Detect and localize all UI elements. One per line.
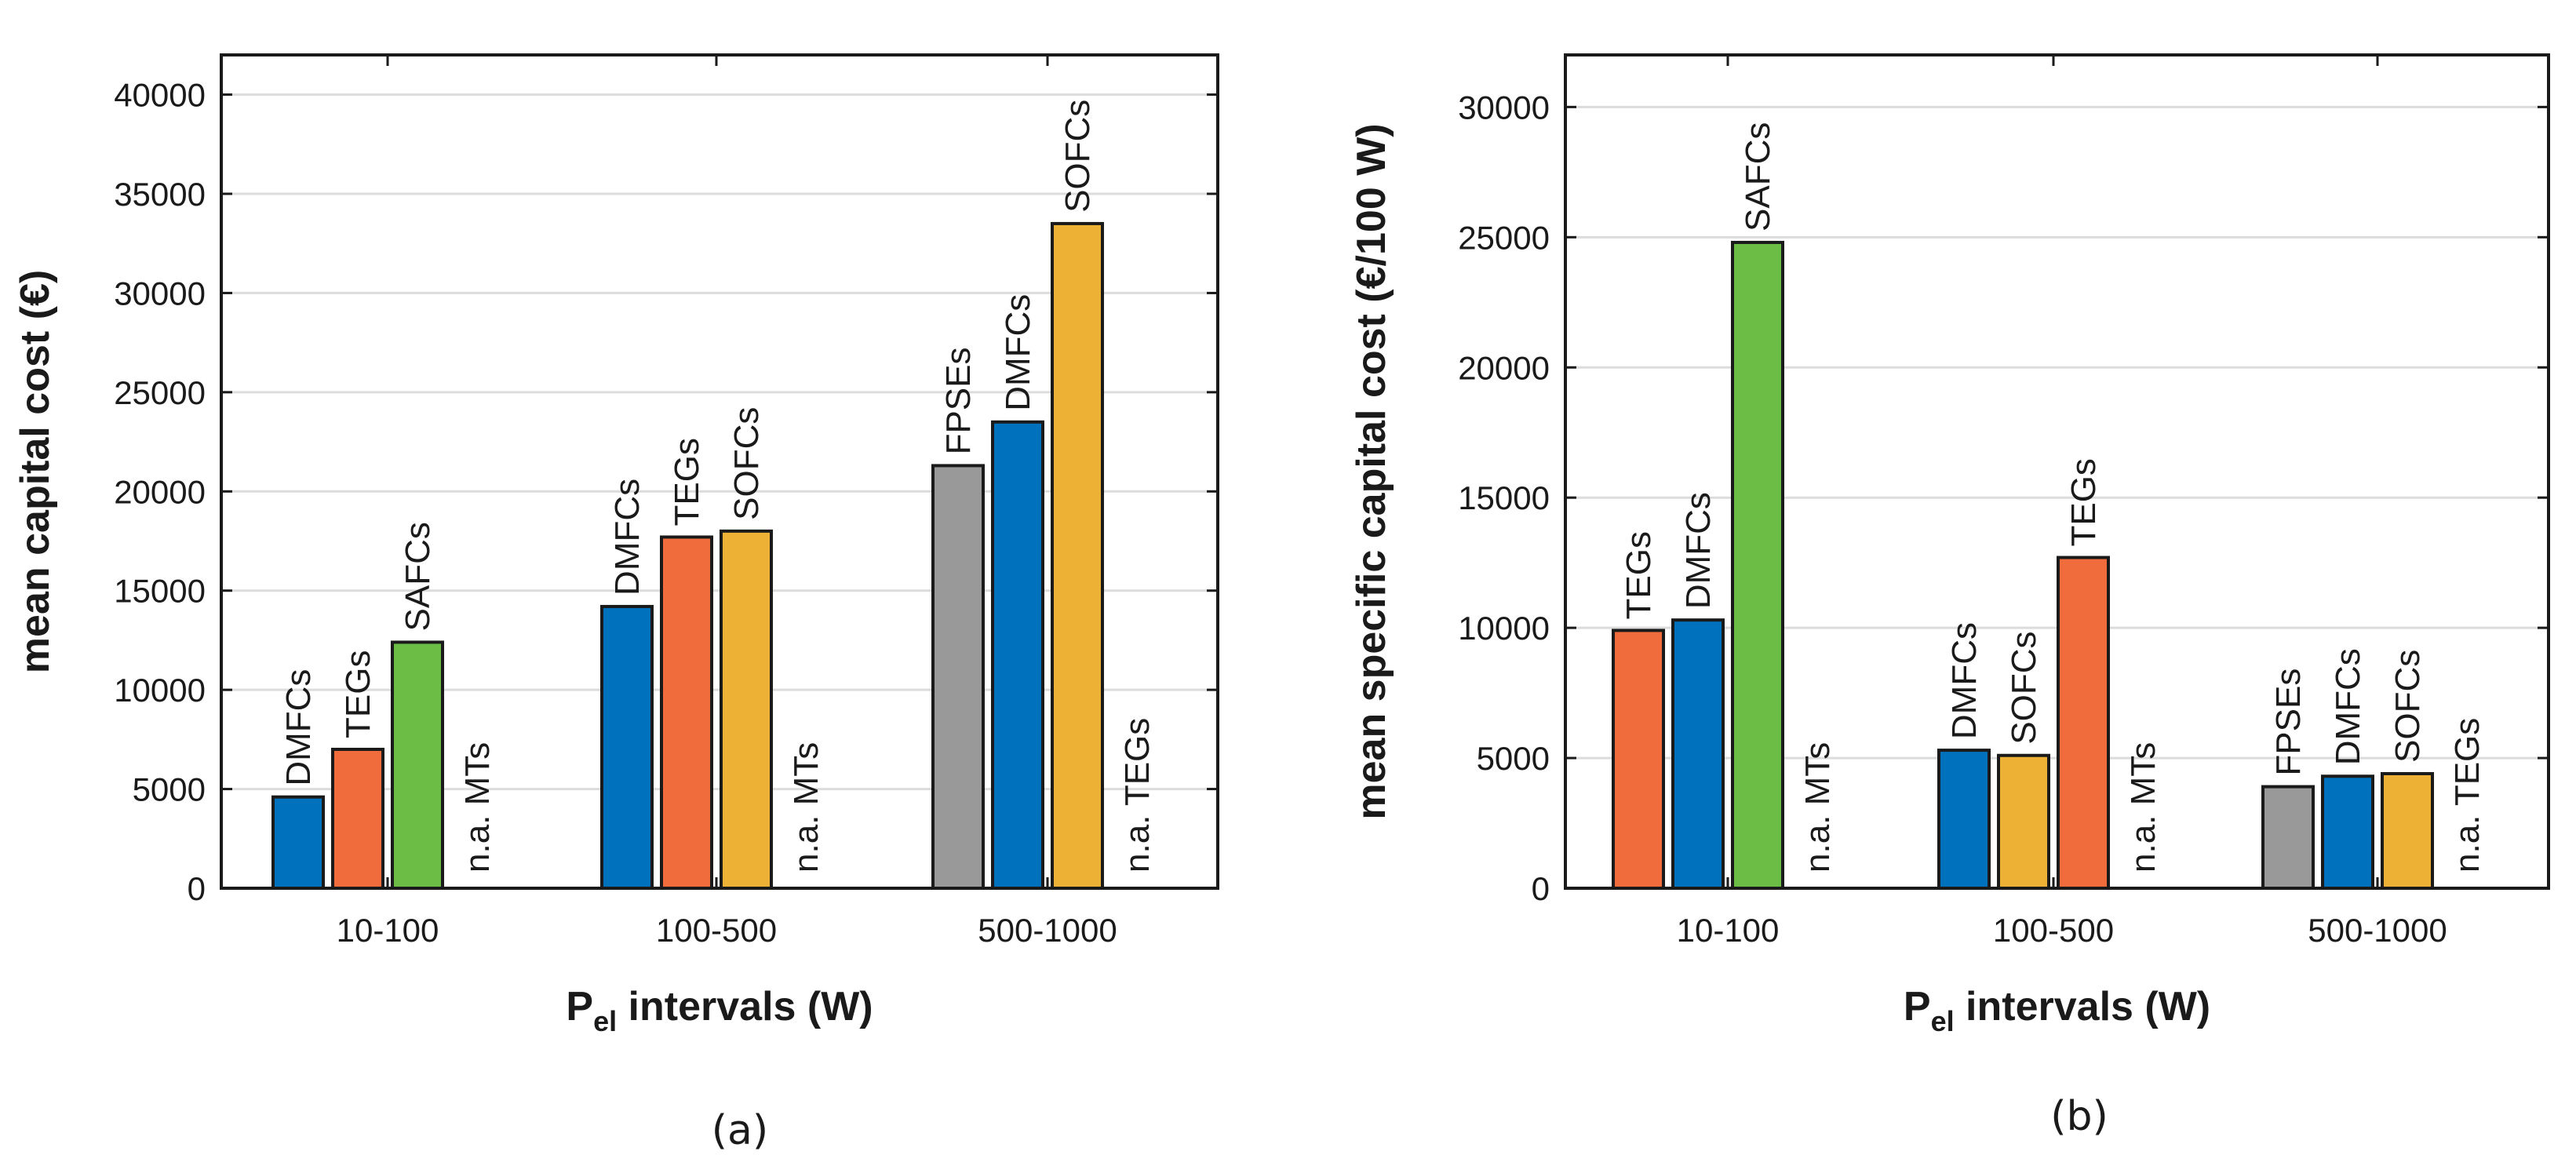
- bar-b-g0-b2: [1731, 240, 1784, 890]
- x-tick-label-a-1: 100-500: [656, 912, 777, 949]
- y-tick-label-a-6: 30000: [114, 275, 206, 312]
- chart-a-capital-cost: DMFCs TEGs SAFCs n.a. MTs 10-100 DMFCs TEGs SOF…: [13, 53, 1219, 1154]
- bar-label-a-g2-b3: n.a. TEGs: [1118, 718, 1157, 873]
- bar-label-b-g1-b2: TEGs: [2064, 458, 2103, 546]
- bar-label-b-g2-b3: n.a. TEGs: [2448, 718, 2487, 873]
- x-axis-label-rest-a: intervals (W): [617, 984, 873, 1029]
- y-tick-label-b-2: 10000: [1458, 610, 1550, 647]
- bar-a-g2-b0: [931, 464, 985, 890]
- bar-label-b-g2-b2: SOFCs: [2388, 650, 2427, 763]
- bar-a-g0-b2: [391, 640, 444, 890]
- y-axis-label-a: mean capital cost (€): [13, 270, 58, 673]
- axes-frame-b: [1564, 53, 2550, 890]
- bar-a-g1-b0: [600, 604, 654, 890]
- bar-label-a-g2-b2: SOFCs: [1058, 100, 1097, 213]
- x-tick-label-a-0: 10-100: [337, 912, 439, 949]
- y-tick-label-a-1: 5000: [133, 771, 206, 808]
- y-tick-label-b-5: 25000: [1458, 219, 1550, 256]
- y-tick-label-b-0: 0: [1532, 870, 1550, 907]
- y-tick-label-a-2: 10000: [114, 672, 206, 709]
- bar-label-b-g1-b3: n.a. MTs: [2124, 742, 2162, 873]
- y-tick-label-a-0: 0: [188, 870, 206, 907]
- panel-label-b: (b): [2050, 1093, 2108, 1140]
- y-tick-label-a-4: 20000: [114, 473, 206, 510]
- bar-b-g1-b2: [2057, 556, 2110, 890]
- bar-b-g0-b0: [1612, 629, 1665, 890]
- bar-label-a-g1-b2: SOFCs: [727, 407, 766, 520]
- chart-b-specific-capital-cost: TEGs DMFCs SAFCs n.a. MTs 10-100 DMFCs SOFCs TE…: [1349, 53, 2550, 1140]
- bar-label-b-g0-b3: n.a. MTs: [1798, 742, 1837, 873]
- axes-frame-a: [220, 53, 1219, 890]
- bar-label-a-g1-b1: TEGs: [668, 438, 706, 526]
- bar-a-g0-b1: [331, 748, 384, 890]
- y-tick-label-a-3: 15000: [114, 573, 206, 610]
- bar-label-a-g0-b2: SAFCs: [399, 522, 437, 631]
- x-axis-label-rest-b: intervals (W): [1955, 984, 2211, 1029]
- bar-label-a-g0-b1: TEGs: [339, 650, 377, 738]
- x-axis-label-a: Pel intervals (W): [566, 984, 873, 1037]
- x-tick-label-b-2: 500-1000: [2308, 912, 2447, 949]
- bar-b-g2-b0: [2261, 785, 2315, 890]
- x-tick-label-b-0: 10-100: [1677, 912, 1780, 949]
- y-tick-label-a-5: 25000: [114, 374, 206, 411]
- y-tick-label-b-1: 5000: [1477, 740, 1550, 777]
- x-tick-label-b-1: 100-500: [1993, 912, 2114, 949]
- bar-label-b-g0-b2: SAFCs: [1739, 122, 1777, 231]
- bar-b-g2-b1: [2321, 774, 2374, 891]
- bar-label-b-g2-b0: FPSEs: [2269, 669, 2308, 776]
- bar-label-b-g1-b0: DMFCs: [1945, 622, 1984, 739]
- bar-label-b-g0-b0: TEGs: [1620, 531, 1658, 619]
- bar-b-g1-b1: [1997, 753, 2050, 891]
- bar-label-a-g1-b3: n.a. MTs: [787, 742, 825, 873]
- bar-label-a-g1-b0: DMFCs: [608, 479, 647, 596]
- x-tick-label-a-2: 500-1000: [978, 912, 1117, 949]
- y-tick-label-a-7: 35000: [114, 176, 206, 213]
- bar-label-a-g2-b0: FPSEs: [939, 347, 978, 454]
- bar-label-b-g2-b1: DMFCs: [2329, 648, 2367, 765]
- bar-b-g1-b0: [1937, 749, 1991, 891]
- bar-label-a-g0-b0: DMFCs: [279, 669, 318, 786]
- y-axis-label-b: mean specific capital cost (€/100 W): [1349, 123, 1394, 819]
- bar-b-g0-b1: [1671, 618, 1725, 890]
- x-axis-label-main-b: P: [1904, 984, 1931, 1029]
- bar-label-b-g1-b1: SOFCs: [2005, 632, 2043, 745]
- bar-a-g1-b2: [720, 529, 773, 890]
- y-tick-label-b-6: 30000: [1458, 89, 1550, 126]
- y-tick-label-b-3: 15000: [1458, 479, 1550, 516]
- y-tick-label-a-8: 40000: [114, 77, 206, 114]
- x-axis-label-b: Pel intervals (W): [1904, 984, 2210, 1037]
- bar-a-g2-b2: [1051, 221, 1104, 890]
- panel-label-a: (a): [712, 1107, 768, 1154]
- x-axis-label-sub-b: el: [1931, 1005, 1955, 1037]
- bar-label-a-g0-b3: n.a. MTs: [458, 742, 497, 873]
- bar-b-g2-b2: [2381, 771, 2434, 890]
- bar-a-g0-b0: [271, 795, 325, 891]
- bar-a-g1-b1: [660, 535, 713, 890]
- y-tick-label-b-4: 20000: [1458, 349, 1550, 386]
- x-axis-label-main-a: P: [566, 984, 593, 1029]
- bar-label-b-g0-b1: DMFCs: [1679, 492, 1718, 609]
- bar-label-a-g2-b1: DMFCs: [999, 294, 1037, 411]
- x-axis-label-sub-a: el: [593, 1005, 617, 1037]
- bar-a-g2-b1: [991, 420, 1044, 890]
